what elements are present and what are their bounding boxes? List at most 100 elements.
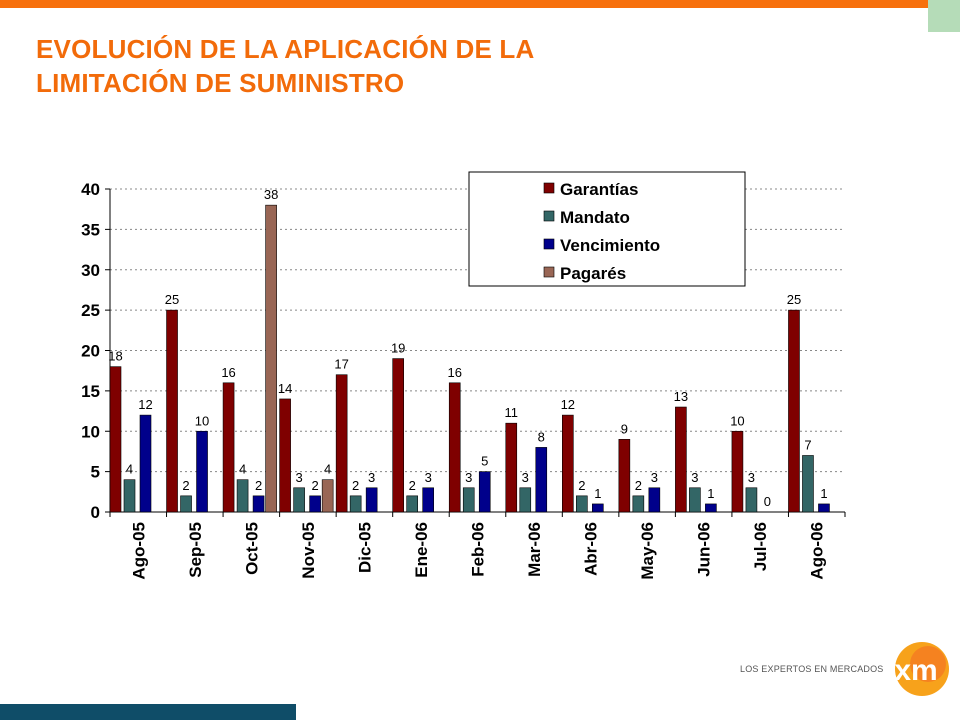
bar-vencimiento	[705, 503, 717, 513]
data-label: 2	[182, 478, 189, 493]
x-tick-label: Ago-06	[808, 522, 827, 580]
data-label: 12	[138, 397, 152, 412]
y-tick-label: 40	[81, 180, 100, 199]
bar-vencimiento	[648, 487, 661, 513]
bar-pagars	[265, 204, 277, 513]
legend-box	[468, 171, 746, 287]
legend-swatch	[543, 238, 555, 250]
bar-mandato	[745, 487, 758, 513]
y-tick-label: 25	[81, 301, 100, 320]
data-label: 3	[522, 470, 529, 485]
bar-garantas	[335, 374, 348, 513]
data-label: 3	[651, 470, 658, 485]
x-tick-label: Sep-05	[186, 522, 205, 578]
data-label: 1	[594, 486, 601, 501]
xm-logo: LOS EXPERTOS EN MERCADOS xm	[740, 640, 950, 700]
bar-pagars	[321, 479, 334, 513]
data-label: 3	[295, 470, 302, 485]
bar-mandato	[689, 487, 701, 513]
bar-garantas	[109, 366, 122, 513]
x-tick-label: Jul-06	[751, 522, 770, 571]
data-label: 10	[730, 413, 744, 428]
title-line-1: EVOLUCIÓN DE LA APLICACIÓN DE LA	[36, 34, 535, 64]
y-tick-label: 35	[81, 220, 100, 239]
data-label: 9	[621, 421, 628, 436]
y-tick-label: 30	[81, 261, 100, 280]
legend-label: Garantías	[560, 180, 638, 199]
x-tick-label: Dic-05	[355, 522, 374, 573]
bar-mandato	[462, 487, 475, 513]
data-label: 2	[311, 478, 318, 493]
bar-mandato	[406, 495, 418, 513]
x-tick-label: Ene-06	[412, 522, 431, 578]
bar-garantas	[618, 439, 631, 513]
bar-mandato	[349, 495, 362, 513]
data-label: 25	[787, 292, 801, 307]
bar-garantas	[279, 398, 291, 513]
data-label: 2	[352, 478, 359, 493]
bar-garantas	[731, 430, 744, 513]
bar-mandato	[576, 495, 588, 513]
logo-tagline: LOS EXPERTOS EN MERCADOS	[740, 664, 884, 674]
page-title: EVOLUCIÓN DE LA APLICACIÓN DE LA LIMITAC…	[36, 32, 736, 100]
data-label: 38	[264, 187, 278, 202]
bar-mandato	[123, 479, 136, 513]
x-tick-label: Abr-06	[582, 522, 601, 576]
data-label: 2	[635, 478, 642, 493]
bar-garantas	[448, 382, 461, 513]
bar-garantas	[392, 358, 404, 513]
data-label: 2	[255, 478, 262, 493]
data-label: 5	[481, 454, 488, 469]
bar-garantas	[562, 414, 574, 513]
bar-vencimiento	[139, 414, 152, 513]
data-label: 17	[334, 357, 348, 372]
data-label: 25	[165, 292, 179, 307]
bar-vencimiento	[818, 503, 830, 513]
bar-garantas	[505, 422, 518, 513]
bar-vencimiento	[422, 487, 434, 513]
corner-accent-box	[928, 0, 960, 32]
data-label: 16	[221, 365, 235, 380]
bar-vencimiento	[196, 430, 208, 513]
bar-vencimiento	[592, 503, 604, 513]
data-label: 11	[505, 405, 519, 420]
y-tick-label: 5	[91, 463, 100, 482]
x-tick-label: Mar-06	[525, 522, 544, 577]
data-label: 14	[278, 381, 292, 396]
data-label: 1	[707, 486, 714, 501]
bar-mandato	[293, 487, 305, 513]
data-label: 0	[764, 494, 771, 509]
x-tick-label: Nov-05	[299, 522, 318, 579]
x-tick-label: Jun-06	[695, 522, 714, 577]
xm-logo-mark: xm	[894, 642, 949, 696]
data-label: 16	[447, 365, 461, 380]
top-accent-bar	[0, 0, 928, 8]
bar-vencimiento	[252, 495, 265, 513]
logo-mark-text: xm	[894, 654, 937, 687]
data-label: 2	[578, 478, 585, 493]
data-label: 4	[126, 462, 133, 477]
bar-vencimiento	[535, 447, 548, 513]
data-label: 8	[538, 429, 545, 444]
bar-vencimiento	[478, 471, 491, 513]
bar-garantas	[788, 309, 800, 513]
x-tick-label: May-06	[638, 522, 657, 580]
data-label: 19	[391, 341, 405, 356]
legend-swatch	[543, 210, 555, 222]
footer-bar	[0, 704, 296, 720]
data-label: 18	[108, 349, 122, 364]
legend-swatch	[543, 182, 555, 194]
bar-mandato	[802, 455, 814, 513]
bar-mandato	[519, 487, 532, 513]
y-tick-label: 0	[91, 503, 100, 522]
y-tick-label: 10	[81, 422, 100, 441]
legend-label: Pagarés	[560, 264, 626, 283]
x-tick-label: Ago-05	[129, 522, 148, 580]
x-tick-label: Oct-05	[242, 522, 261, 575]
data-label: 13	[674, 389, 688, 404]
y-tick-label: 15	[81, 382, 100, 401]
data-label: 3	[691, 470, 698, 485]
legend-swatch	[543, 266, 555, 278]
data-label: 1	[820, 486, 827, 501]
